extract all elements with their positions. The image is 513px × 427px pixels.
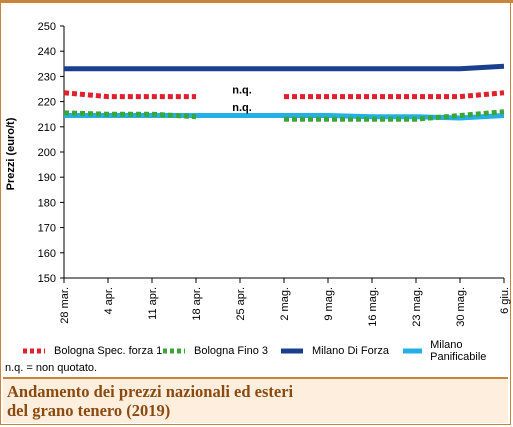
legend-swatch — [281, 348, 303, 354]
x-tick-label: 9 mag. — [323, 287, 335, 321]
legend-swatch — [23, 348, 45, 354]
chart-title: Andamento dei prezzi nazionali ed esteri… — [7, 382, 504, 420]
chart-title-line-1: Andamento dei prezzi nazionali ed esteri — [7, 382, 294, 401]
annotation-nq: n.q. — [232, 85, 252, 97]
x-tick-label: 28 mar. — [59, 287, 71, 324]
x-tick-label: 16 mag. — [367, 287, 379, 327]
chart-annotations: n.q. n.q. — [232, 85, 252, 115]
y-tick-label: 230 — [38, 71, 56, 83]
legend-label: Bologna Spec. forza 1 — [54, 345, 163, 357]
y-axis-label: Prezzi (euro/t) — [5, 117, 17, 190]
legend-item: Bologna Spec. forza 1 — [22, 342, 162, 360]
series-line-milano-di-forza — [64, 63, 505, 72]
annotation-nq: n.q. — [232, 102, 252, 114]
x-tick-label: 11 apr. — [147, 287, 159, 320]
legend-item: Bologna Fino 3 — [162, 342, 268, 360]
y-tick-label: 220 — [38, 97, 56, 109]
x-tick-label: 30 mag. — [455, 287, 467, 327]
legend-swatch — [403, 348, 423, 354]
series-line-bologna-fino-3 — [63, 110, 197, 120]
chart-axes: 150 160 170 180 190 200 210 220 230 240 250 28 mar.… — [38, 21, 511, 327]
y-tick-label: 200 — [38, 147, 56, 159]
legend-item: Milano Di Forza — [280, 342, 389, 360]
chart-title-line-2: del grano tenero (2019) — [7, 401, 171, 420]
x-tick-label: 2 mag. — [279, 287, 291, 321]
y-tick-label: 240 — [38, 46, 56, 58]
series-line-bologna-fino-3 — [284, 109, 505, 122]
footnote: n.q. = non quotato. — [5, 362, 98, 374]
legend-label: Bologna Fino 3 — [194, 345, 268, 357]
price-chart: 150 160 170 180 190 200 210 220 230 240 250 28 mar.… — [5, 21, 511, 327]
legend-item: Milano Panificabile — [402, 339, 507, 363]
legend-swatch — [163, 348, 185, 354]
series-line-bologna-spec-forza-1 — [284, 90, 505, 100]
y-tick-label: 250 — [38, 21, 56, 33]
x-tick-label: 23 mag. — [411, 287, 423, 327]
title-box: Andamento dei prezzi nazionali ed esteri… — [3, 377, 508, 423]
y-tick-label: 210 — [38, 122, 56, 134]
top-border — [0, 0, 513, 3]
x-tick-label: 25 apr. — [235, 287, 247, 321]
y-tick-label: 180 — [38, 197, 56, 209]
x-tick-label: 18 apr. — [191, 287, 203, 321]
legend-label: Milano Di Forza — [312, 345, 390, 357]
legend-label: Milano Panificabile — [430, 339, 487, 363]
y-tick-label: 190 — [38, 172, 56, 184]
y-tick-label: 160 — [38, 248, 56, 260]
x-tick-label: 4 apr. — [103, 287, 115, 315]
chart-series — [63, 63, 505, 122]
y-tick-label: 150 — [38, 273, 56, 285]
y-tick-label: 170 — [38, 223, 56, 235]
chart-legend: Bologna Spec. forza 1 Bologna Fino 3 Milan… — [12, 339, 507, 363]
series-line-bologna-spec-forza-1 — [63, 90, 196, 100]
x-tick-label: 6 giu. — [499, 287, 511, 314]
